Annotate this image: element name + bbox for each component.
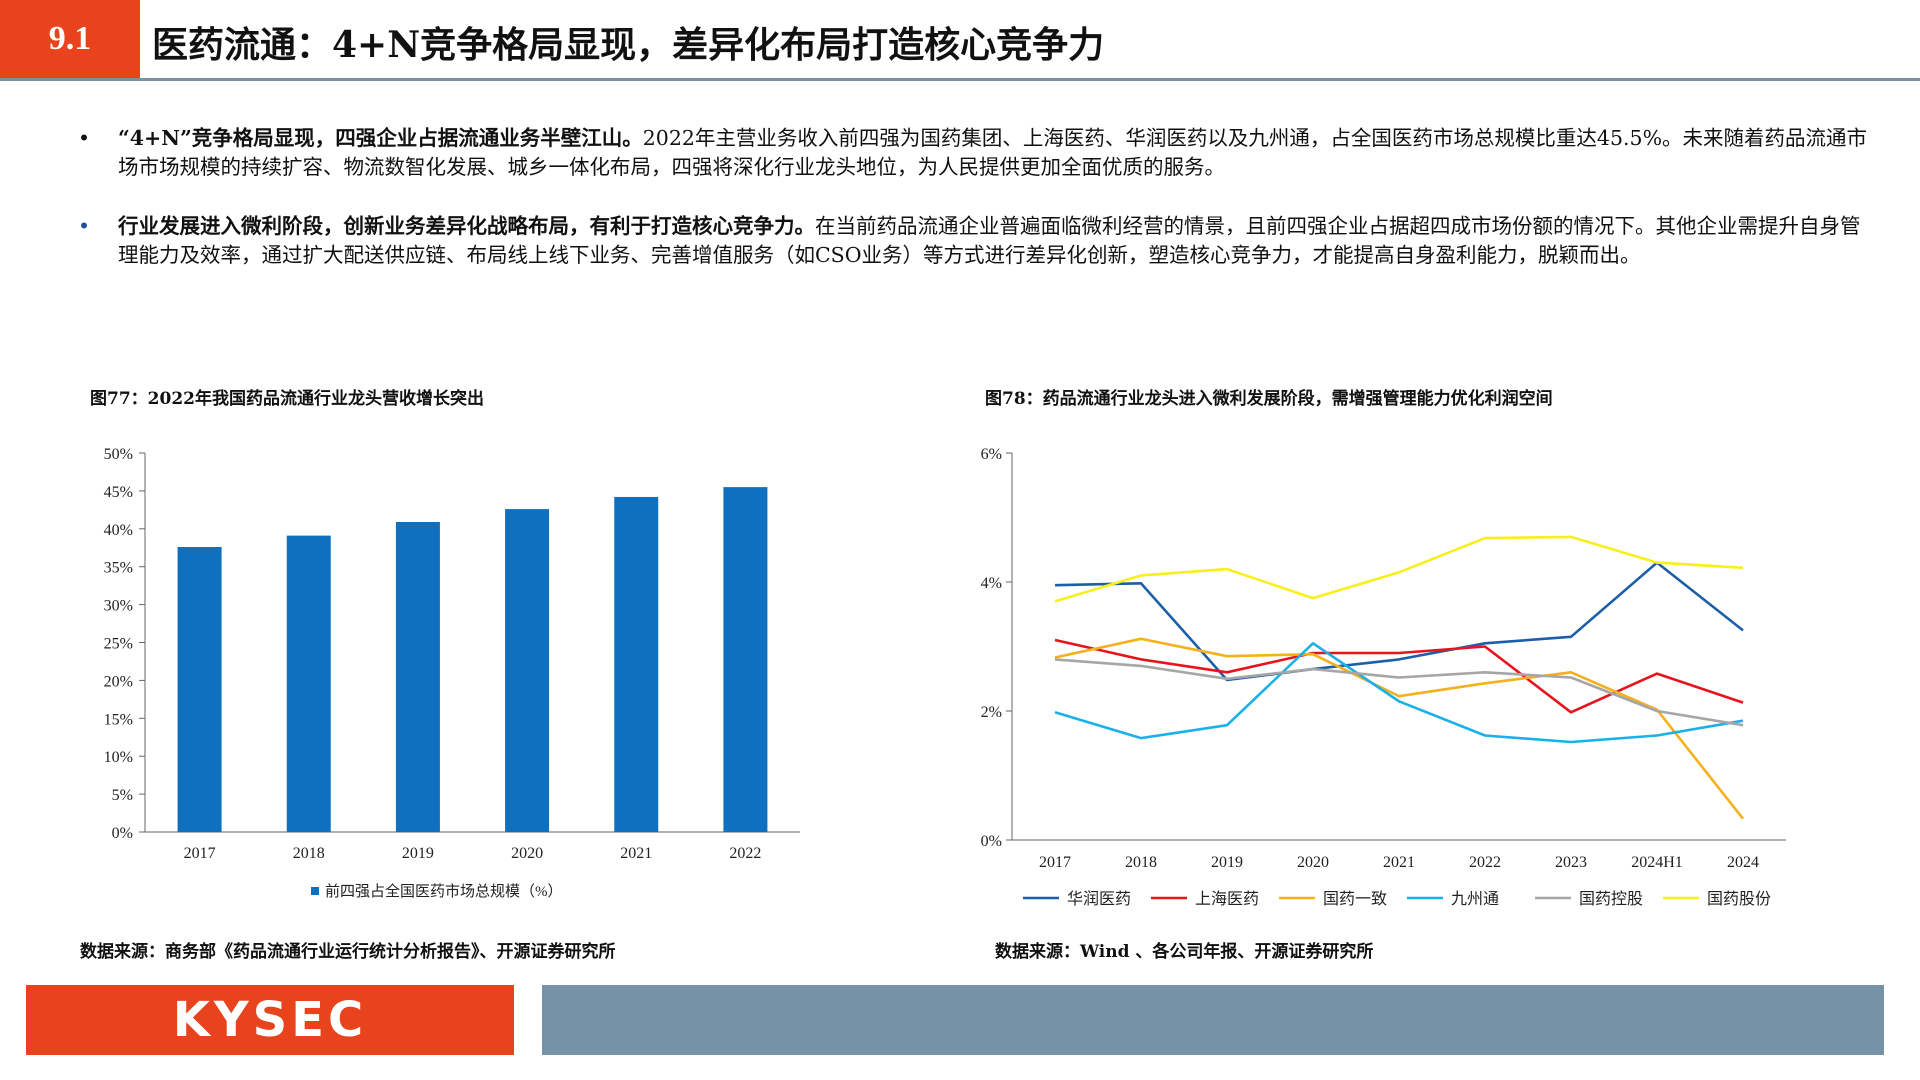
bar-y-tick-label: 25% — [104, 636, 133, 653]
bullet-marker: • — [78, 126, 91, 150]
line-x-tick-label: 2018 — [1125, 854, 1157, 871]
line-y-tick-label: 2% — [981, 704, 1002, 721]
bar-2019 — [395, 521, 440, 832]
bullet-lead: 行业发展进入微利阶段，创新业务差异化战略布局，有利于打造核心竞争力。 — [118, 214, 815, 238]
line-x-tick-label: 2023 — [1555, 854, 1587, 871]
line-y-tick-label: 0% — [981, 833, 1002, 850]
line-legend-label-5: 国药控股 — [1579, 890, 1643, 908]
figure-77-source: 数据来源：商务部《药品流通行业运行统计分析报告》、开源证券研究所 — [80, 942, 616, 962]
bar-y-tick-label: 0% — [112, 825, 133, 842]
bar-x-tick-label: 2017 — [184, 845, 216, 862]
figure-78-source: 数据来源：Wind 、各公司年报、开源证券研究所 — [995, 942, 1374, 962]
bar-2020 — [505, 509, 550, 832]
bullet-text: 行业发展进入微利阶段，创新业务差异化战略布局，有利于打造核心竞争力。在当前药品流… — [118, 212, 1878, 270]
line-x-tick-label: 2020 — [1297, 854, 1329, 871]
bar-x-tick-label: 2022 — [729, 845, 761, 862]
line-series-5 — [1054, 658, 1744, 727]
kysec-logo: KYSEC — [26, 985, 514, 1055]
line-legend-label-1: 华润医药 — [1067, 890, 1131, 908]
line-legend-label-2: 上海医药 — [1195, 890, 1259, 908]
line-y-tick-label: 4% — [981, 575, 1002, 592]
slide-header: 9.1 医药流通：4+N竞争格局显现，差异化布局打造核心竞争力 — [0, 0, 1920, 81]
bar-y-tick-label: 20% — [104, 673, 133, 690]
line-x-tick-label: 2021 — [1383, 854, 1415, 871]
bar-x-tick-label: 2018 — [293, 845, 325, 862]
bar-y-tick-label: 30% — [104, 598, 133, 615]
bullet-marker: • — [78, 214, 91, 238]
line-y-tick-label: 6% — [981, 446, 1002, 463]
line-legend-label-4: 九州通 — [1451, 890, 1499, 908]
bar-x-tick-label: 2019 — [402, 845, 434, 862]
bullet-lead: “4+N”竞争格局显现，四强企业占据流通业务半壁江山。 — [118, 126, 643, 150]
bullet-text: “4+N”竞争格局显现，四强企业占据流通业务半壁江山。2022年主营业务收入前四… — [118, 124, 1878, 182]
bar-y-tick-label: 50% — [104, 446, 133, 463]
figure-78-title: 图78：药品流通行业龙头进入微利发展阶段，需增强管理能力优化利润空间 — [985, 389, 1553, 409]
line-series-4 — [1054, 641, 1744, 744]
bar-x-tick-label: 2020 — [511, 845, 543, 862]
slide-footer: KYSEC — [0, 985, 1920, 1057]
bar-legend-label: 前四强占全国医药市场总规模（%） — [325, 882, 563, 900]
page-title: 医药流通：4+N竞争格局显现，差异化布局打造核心竞争力 — [152, 24, 1105, 66]
line-series-6 — [1054, 535, 1744, 603]
bar-y-tick-label: 40% — [104, 522, 133, 539]
bar-x-tick-label: 2021 — [620, 845, 652, 862]
bullet-body: 2022年主营业务收入前四强为国药集团、上海医药、华润医药以及九州通，占全国医药… — [118, 126, 1868, 179]
line-x-tick-label: 2024 — [1727, 854, 1759, 871]
section-number: 9.1 — [0, 0, 140, 78]
bar-y-tick-label: 10% — [104, 749, 133, 766]
figure-77-title: 图77：2022年我国药品流通行业龙头营收增长突出 — [90, 389, 484, 409]
bar-2022 — [723, 487, 768, 832]
footer-bar — [542, 985, 1884, 1055]
line-x-tick-label: 2022 — [1469, 854, 1501, 871]
bar-2021 — [614, 496, 659, 832]
bar-y-tick-label: 35% — [104, 560, 133, 577]
bar-y-tick-label: 5% — [112, 787, 133, 804]
bar-y-tick-label: 15% — [104, 711, 133, 728]
line-x-tick-label: 2024H1 — [1631, 854, 1683, 871]
bar-2017 — [177, 546, 222, 832]
line-series-1 — [1054, 561, 1744, 682]
line-legend-label-6: 国药股份 — [1707, 890, 1771, 908]
line-legend-label-3: 国药一致 — [1323, 890, 1387, 908]
line-series-2 — [1054, 638, 1744, 714]
bullet-body: 在当前药品流通企业普遍面临微利经营的情景，且前四强企业占据超四成市场份额的情况下… — [118, 214, 1861, 267]
bar-2018 — [286, 535, 331, 832]
header-divider — [0, 78, 1920, 81]
line-series-3 — [1054, 637, 1745, 820]
bar-legend-swatch — [311, 887, 319, 895]
logo-text: KYSEC — [172, 992, 368, 1048]
line-x-tick-label: 2017 — [1039, 854, 1071, 871]
bar-y-tick-label: 45% — [104, 484, 133, 501]
line-x-tick-label: 2019 — [1211, 854, 1243, 871]
